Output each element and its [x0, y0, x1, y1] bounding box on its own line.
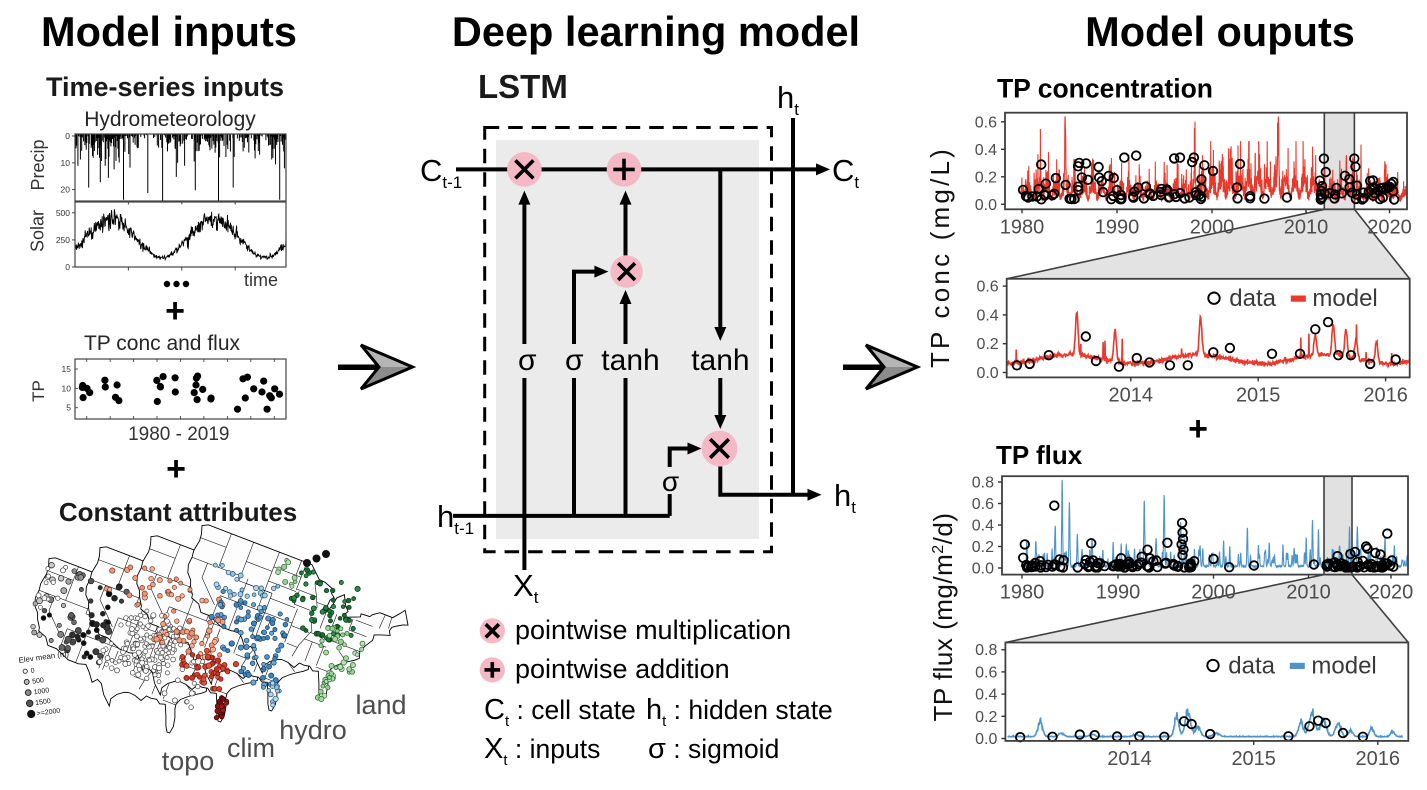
svg-text:1000: 1000 [33, 687, 50, 696]
svg-text:Constant attributes: Constant attributes [59, 497, 297, 527]
svg-text:2015: 2015 [1236, 384, 1281, 406]
svg-text:2000: 2000 [1191, 582, 1236, 604]
svg-text:0.4: 0.4 [975, 687, 997, 704]
svg-text:+: + [166, 450, 186, 488]
svg-text:1990: 1990 [1095, 216, 1140, 238]
svg-text:2014: 2014 [1109, 384, 1154, 406]
svg-text:0.2: 0.2 [976, 336, 998, 353]
svg-text:+: + [1188, 410, 1208, 448]
svg-text:Time-series inputs: Time-series inputs [46, 72, 284, 102]
svg-text:Model inputs: Model inputs [41, 8, 297, 55]
svg-text:σ : sigmoid: σ : sigmoid [648, 733, 779, 765]
svg-text:1990: 1990 [1096, 582, 1141, 604]
svg-text:pointwise addition: pointwise addition [515, 654, 730, 684]
svg-text:2010: 2010 [1286, 582, 1331, 604]
svg-text:0.2: 0.2 [975, 169, 997, 186]
svg-text:+: + [165, 292, 185, 330]
svg-text:0.8: 0.8 [972, 475, 994, 492]
svg-text:0: 0 [65, 131, 70, 141]
svg-text:250: 250 [56, 235, 70, 245]
svg-text:2016: 2016 [1356, 748, 1401, 770]
svg-text:model: model [1312, 285, 1377, 312]
svg-text:2020: 2020 [1367, 216, 1412, 238]
svg-text:TP flux: TP flux [996, 440, 1083, 470]
svg-text:500: 500 [56, 208, 70, 218]
svg-text:data: data [1229, 285, 1276, 312]
svg-text:TP flux (mg/m2/d): TP flux (mg/m2/d) [928, 512, 958, 721]
svg-text:0.0: 0.0 [976, 365, 998, 382]
svg-text:σ: σ [662, 466, 679, 497]
svg-text:topo: topo [162, 746, 215, 776]
svg-text:tanh: tanh [601, 344, 659, 377]
svg-text:ht: ht [777, 80, 799, 119]
svg-text:0.2: 0.2 [972, 539, 994, 556]
svg-text:Solar: Solar [28, 210, 48, 252]
svg-text:Deep learning model: Deep learning model [452, 8, 860, 55]
svg-text:hydro: hydro [279, 715, 347, 745]
svg-text:2010: 2010 [1284, 216, 1329, 238]
svg-text:0.2: 0.2 [975, 709, 997, 726]
svg-text:20: 20 [61, 185, 71, 195]
svg-text:data: data [1228, 652, 1275, 679]
svg-text:Xt : inputs: Xt : inputs [484, 733, 600, 769]
svg-text:TP: TP [29, 380, 48, 402]
svg-text:model: model [1311, 652, 1376, 679]
svg-text:0.0: 0.0 [972, 561, 994, 578]
svg-text:0.8: 0.8 [975, 642, 997, 659]
svg-text:0.6: 0.6 [976, 279, 998, 296]
svg-text:500: 500 [32, 677, 45, 686]
svg-text:2016: 2016 [1363, 384, 1408, 406]
svg-text:tanh: tanh [691, 344, 749, 377]
svg-text:1980 - 2019: 1980 - 2019 [128, 424, 229, 445]
svg-text:0.0: 0.0 [975, 197, 997, 214]
svg-text:10: 10 [62, 383, 72, 393]
svg-text:1980: 1980 [1000, 216, 1045, 238]
svg-text:TP conc and flux: TP conc and flux [84, 332, 241, 355]
svg-text:0.6: 0.6 [975, 664, 997, 681]
svg-text:2015: 2015 [1231, 748, 1276, 770]
svg-text:0.6: 0.6 [972, 496, 994, 513]
svg-text:0: 0 [65, 262, 70, 272]
svg-text:σ: σ [518, 344, 537, 377]
svg-text:10: 10 [61, 158, 71, 168]
svg-text:σ: σ [565, 344, 584, 377]
svg-text:ht: ht [834, 478, 856, 517]
svg-text:Model ouputs: Model ouputs [1085, 8, 1355, 55]
svg-text:2000: 2000 [1190, 216, 1235, 238]
svg-text:15: 15 [62, 364, 72, 374]
svg-text:1500: 1500 [35, 698, 52, 707]
svg-text:time: time [244, 270, 278, 290]
svg-text:0.4: 0.4 [976, 307, 998, 324]
svg-text:2014: 2014 [1107, 748, 1152, 770]
svg-text:0.4: 0.4 [975, 142, 997, 159]
svg-text:0.4: 0.4 [972, 518, 994, 535]
svg-text:ht : hidden state: ht : hidden state [646, 694, 833, 730]
svg-text:clim: clim [227, 733, 275, 763]
svg-text:2020: 2020 [1369, 582, 1414, 604]
svg-text:Precip: Precip [28, 139, 48, 190]
svg-text:5: 5 [66, 403, 71, 413]
svg-text:1980: 1980 [1000, 582, 1045, 604]
svg-text:LSTM: LSTM [478, 68, 568, 105]
svg-text:pointwise multiplication: pointwise multiplication [515, 615, 791, 645]
svg-text:TP conc (mg/L): TP conc (mg/L) [925, 146, 955, 368]
svg-text:Ct : cell state: Ct : cell state [484, 694, 636, 730]
svg-text:Hydrometeorology: Hydrometeorology [84, 108, 256, 131]
svg-text:>=2000: >=2000 [36, 708, 61, 718]
svg-text:land: land [355, 690, 406, 720]
svg-text:0: 0 [30, 668, 35, 675]
svg-text:0.0: 0.0 [975, 731, 997, 748]
svg-text:0.6: 0.6 [975, 114, 997, 131]
svg-text:TP concentration: TP concentration [997, 74, 1213, 104]
